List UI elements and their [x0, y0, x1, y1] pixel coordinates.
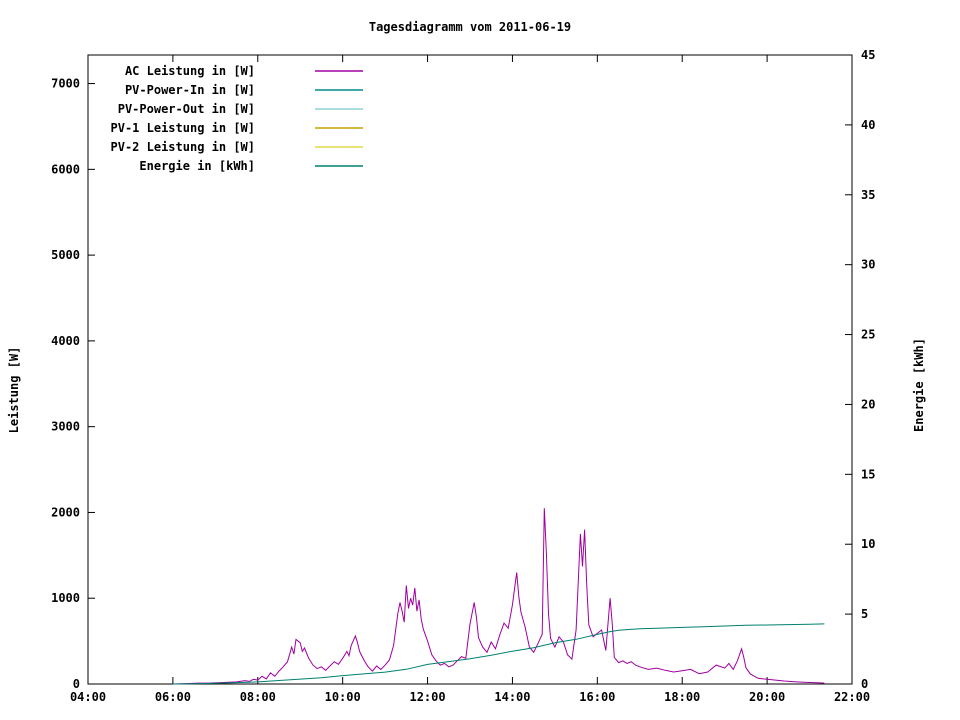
- y-right-tick-label: 10: [861, 537, 875, 551]
- y-left-tick-label: 1000: [51, 591, 80, 605]
- chart-title: Tagesdiagramm vom 2011-06-19: [368, 20, 572, 34]
- y-right-tick-label: 35: [861, 188, 875, 202]
- x-tick-label: 06:00: [155, 690, 191, 704]
- y-left-tick-label: 7000: [51, 77, 80, 91]
- x-tick-label: 20:00: [749, 690, 785, 704]
- y-right-tick-label: 5: [861, 607, 868, 621]
- y-left-tick-label: 2000: [51, 505, 80, 519]
- legend-label: PV-1 Leistung in [W]: [111, 121, 256, 135]
- x-tick-label: 08:00: [240, 690, 276, 704]
- y-left-tick-label: 0: [73, 677, 80, 691]
- x-tick-label: 10:00: [325, 690, 361, 704]
- x-tick-label: 12:00: [409, 690, 445, 704]
- y-right-tick-label: 40: [861, 118, 875, 132]
- x-tick-label: 04:00: [70, 690, 106, 704]
- legend-label: Energie in [kWh]: [139, 159, 255, 173]
- legend-label: AC Leistung in [W]: [125, 64, 255, 78]
- legend-label: PV-2 Leistung in [W]: [111, 140, 256, 154]
- legend-label: PV-Power-Out in [W]: [118, 102, 255, 116]
- y-right-tick-label: 0: [861, 677, 868, 691]
- series-line: [172, 623, 825, 685]
- y-right-tick-label: 25: [861, 328, 875, 342]
- series-line: [172, 508, 825, 685]
- y-right-tick-label: 30: [861, 258, 875, 272]
- y-left-tick-label: 5000: [51, 248, 80, 262]
- x-tick-label: 18:00: [664, 690, 700, 704]
- legend-label: PV-Power-In in [W]: [125, 83, 255, 97]
- x-tick-label: 14:00: [494, 690, 530, 704]
- y-right-tick-label: 45: [861, 48, 875, 62]
- x-tick-label: 16:00: [579, 690, 615, 704]
- y-right-tick-label: 20: [861, 397, 875, 411]
- y-left-tick-label: 6000: [51, 162, 80, 176]
- y-left-tick-label: 3000: [51, 420, 80, 434]
- y-left-tick-label: 4000: [51, 334, 80, 348]
- y-right-tick-label: 15: [861, 467, 875, 481]
- x-tick-label: 22:00: [834, 690, 870, 704]
- plot-border: [87, 54, 853, 685]
